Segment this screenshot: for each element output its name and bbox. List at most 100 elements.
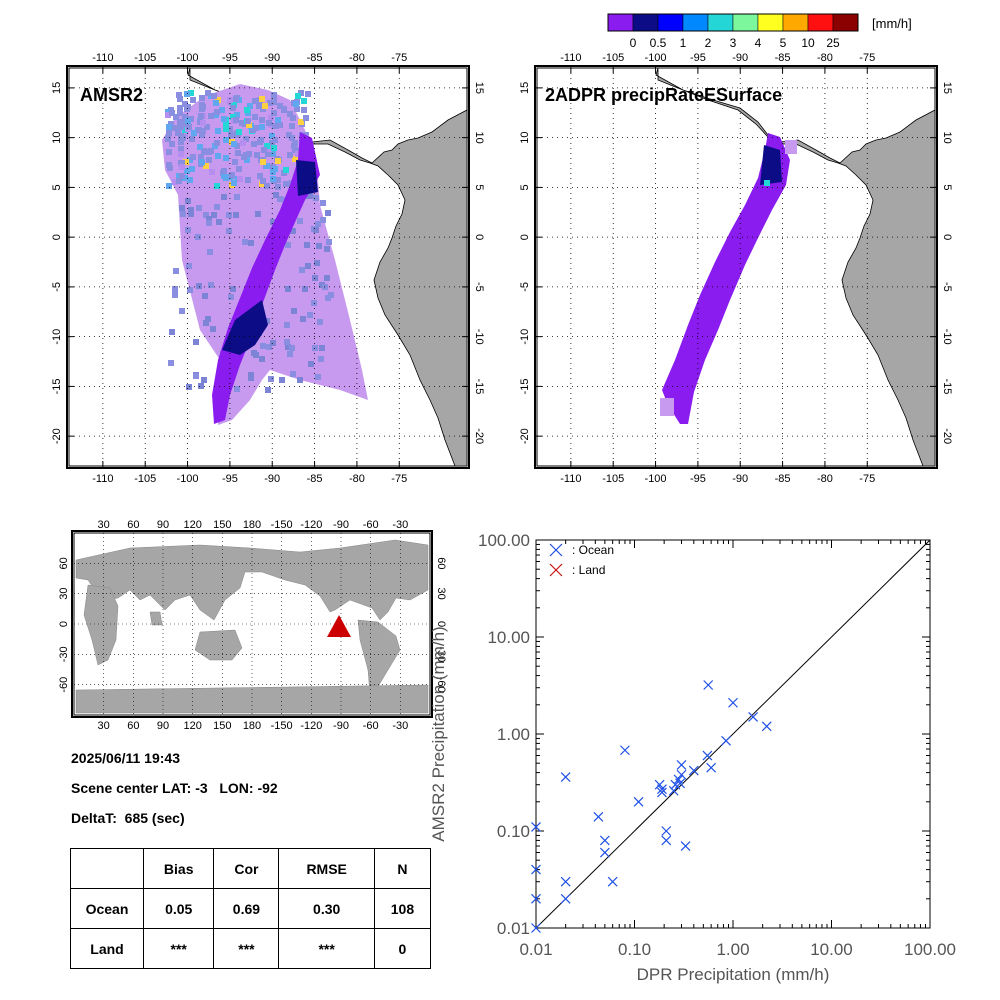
- map-lon-label-top: -85: [775, 52, 791, 64]
- amsr2-pixel: [269, 133, 275, 139]
- amsr2-pixel: [229, 172, 235, 178]
- amsr2-pixel: [214, 204, 220, 210]
- globe-lon-label-bottom: -150: [271, 720, 293, 732]
- amsr2-pixel: [173, 268, 179, 274]
- amsr2-pixel: [221, 168, 227, 174]
- amsr2-pixel: [242, 239, 248, 245]
- scatter-point: [706, 762, 717, 773]
- amsr2-pixel: [199, 159, 205, 165]
- amsr2-pixel: [231, 141, 237, 147]
- amsr2-pixel: [172, 292, 178, 298]
- amsr2-pixel: [219, 107, 225, 113]
- globe-lon-label-bottom: 60: [127, 720, 139, 732]
- amsr2-pixel: [231, 180, 237, 186]
- amsr2-pixel: [234, 194, 240, 200]
- scatter-point: [531, 864, 541, 875]
- amsr2-pixel: [272, 166, 278, 172]
- amsr2-pixel: [234, 112, 240, 118]
- scatter-xtick-label: 0.01: [519, 940, 552, 959]
- amsr2-pixel: [252, 114, 258, 120]
- map-lat-label-right: -10: [473, 329, 485, 345]
- amsr2-pixel: [290, 371, 296, 377]
- map-lat-label-left: 5: [51, 184, 63, 190]
- amsr2-pixel: [177, 110, 183, 116]
- globe-lat-label-left: -60: [58, 677, 70, 693]
- amsr2-pixel: [214, 183, 220, 189]
- amsr2-pixel: [307, 312, 313, 318]
- amsr2-pixel: [205, 316, 211, 322]
- amsr2-pixel: [292, 147, 298, 153]
- stats-row-land: Land *** *** *** 0: [70, 928, 432, 969]
- map-lon-label-top: -90: [732, 52, 748, 64]
- amsr2-pixel: [251, 141, 257, 147]
- map-lon-label-bottom: -85: [307, 473, 323, 485]
- amsr2-pixel: [299, 267, 305, 273]
- stats-cell-rmse: 0.30: [278, 888, 375, 929]
- amsr2-pixel: [295, 151, 301, 157]
- amsr2-pixel: [275, 177, 281, 183]
- colorbar-label: 0: [630, 36, 637, 50]
- dpr-cyan-pixel: [764, 180, 770, 186]
- dpr-title: 2ADPR precipRateESurface: [545, 85, 782, 105]
- map-lat-label-left: -10: [51, 329, 63, 345]
- amsr2-pixel: [206, 216, 212, 222]
- colorbar-outline: [607, 13, 859, 32]
- amsr2-pixel: [275, 117, 281, 123]
- amsr2-pixel: [315, 374, 321, 380]
- map-lat-label-left: -20: [519, 428, 531, 444]
- globe-lon-label-bottom: -30: [392, 720, 408, 732]
- amsr2-pixel: [207, 249, 213, 255]
- amsr2-pixel: [279, 377, 285, 383]
- scatter-xtick-label: 10.00: [810, 940, 853, 959]
- globe-lon-label-top: 30: [98, 519, 110, 531]
- amsr2-pixel: [166, 183, 172, 189]
- scatter-point: [531, 893, 541, 904]
- map-lon-label-top: -100: [177, 52, 199, 64]
- scatter-point: [680, 841, 691, 851]
- amsr2-pixel: [266, 120, 272, 126]
- map-lat-label-left: -5: [519, 282, 531, 292]
- amsr2-pixel: [268, 115, 274, 121]
- scatter-point: [531, 822, 541, 832]
- amsr2-pixel: [168, 360, 174, 366]
- amsr2-pixel: [199, 95, 205, 101]
- amsr2-pixel: [215, 128, 221, 134]
- amsr2-pixel: [165, 112, 171, 118]
- colorbar-label: 5: [780, 36, 787, 50]
- amsr2-pixel: [205, 90, 211, 96]
- amsr2-pixel: [198, 383, 204, 389]
- amsr2-pixel: [230, 105, 236, 111]
- amsr2-pixel: [256, 103, 262, 109]
- amsr2-pixel: [236, 129, 242, 135]
- amsr2-pixel: [267, 100, 273, 106]
- map-lat-label-left: -15: [519, 378, 531, 394]
- amsr2-pixel: [271, 145, 277, 151]
- amsr2-pixel: [172, 125, 178, 131]
- scatter-point: [676, 769, 687, 780]
- amsr2-pixel: [320, 217, 326, 223]
- amsr2-pixel: [298, 119, 304, 125]
- amsr2-pixel: [259, 124, 265, 130]
- amsr2-pixel: [264, 163, 270, 169]
- amsr2-pixel: [180, 211, 186, 217]
- scatter-legend: : Ocean: Land: [549, 543, 614, 577]
- amsr2-pixel: [290, 228, 296, 234]
- amsr2-pixel: [231, 132, 237, 138]
- scatter-point: [633, 796, 644, 807]
- amsr2-pixel: [271, 99, 277, 105]
- scatter-ylabel: AMSR2 Precipitation (mm/h): [429, 626, 448, 841]
- amsr2-pixel: [206, 157, 212, 163]
- map-lat-label-left: 15: [51, 82, 63, 94]
- globe-lat-label-right: 30: [435, 588, 447, 600]
- amsr2-pixel: [185, 198, 191, 204]
- dpr-light-top: [785, 140, 797, 154]
- stats-table: Bias Cor RMSE N Ocean 0.05 0.69 0.30 108…: [70, 848, 432, 969]
- amsr2-pixel: [221, 194, 227, 200]
- amsr2-pixel: [241, 154, 247, 160]
- amsr2-pixel: [185, 227, 191, 233]
- globe-lon-label-bottom: 30: [98, 720, 110, 732]
- amsr2-pixel: [223, 137, 229, 143]
- amsr2-pixel: [214, 109, 220, 115]
- amsr2-pixel: [187, 177, 193, 183]
